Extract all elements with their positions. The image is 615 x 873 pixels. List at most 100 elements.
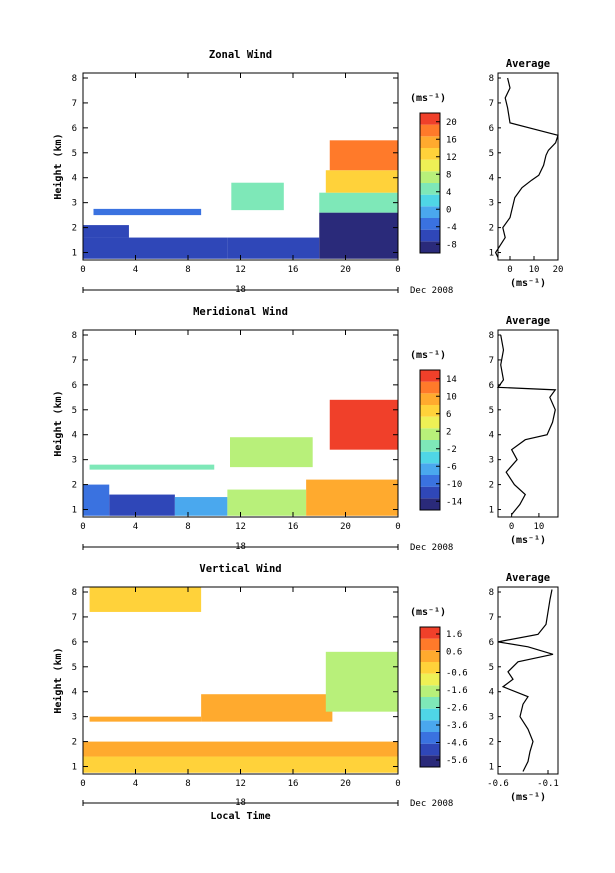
average-y-tick-label: 8 [489,74,494,84]
y-tick-label: 8 [72,588,77,598]
y-tick-label: 5 [72,663,77,673]
average-x-label: (ms⁻¹) [510,792,546,803]
colorbar-segment [420,650,440,662]
heatmap-cell [325,170,398,193]
x-tick-label: 0 [80,779,85,789]
colorbar-segment [420,708,440,721]
y-tick-label: 8 [72,331,77,341]
x-tick-label: 4 [133,522,138,532]
average-y-tick-label: 2 [489,481,494,491]
y-tick-label: 1 [72,763,77,773]
heatmap-cell [83,484,110,516]
y-tick-label: 2 [72,738,77,748]
average-title: Average [506,315,550,327]
y-tick-label: 7 [72,613,77,623]
heatmap-cell [329,399,398,450]
average-y-tick-label: 6 [489,638,494,648]
y-tick-label: 2 [72,481,77,491]
y-tick-label: 4 [72,431,77,441]
colorbar-segment [420,136,440,148]
date-label: Dec 2008 [410,286,453,296]
y-tick-label: 3 [72,713,77,723]
colorbar-segment [420,475,440,487]
colorbar-tick-label: -0.6 [446,669,468,679]
colorbar-segment [420,685,440,697]
y-tick-label: 7 [72,99,77,109]
x-tick-label: 12 [235,265,246,275]
colorbar-tick-label: 0 [446,205,451,215]
y-tick-label: 4 [72,688,77,698]
x-tick-label: 20 [340,779,351,789]
heatmap-cell [89,464,215,470]
colorbar-unit: (ms⁻¹) [410,93,446,104]
colorbar-tick-label: -1.6 [446,686,468,696]
heatmap-cell [201,694,333,722]
colorbar-frame [419,369,441,511]
heatmap-cell [325,651,398,712]
y-axis-label: Height (km) [52,133,64,199]
average-frame [497,72,559,261]
colorbar-tick-label: -4 [446,223,457,233]
heatmap-cell [174,497,228,516]
average-y-tick-label: 1 [489,763,494,773]
average-x-tick-label: -0.1 [537,779,559,789]
average-y-tick-label: 3 [489,456,494,466]
y-tick-label: 4 [72,174,77,184]
y-axis-label: Height (km) [52,647,64,713]
colorbar-tick-label: 12 [446,153,457,163]
colorbar-tick-label: 14 [446,375,457,385]
colorbar-segment [420,662,440,674]
colorbar-segment [420,638,440,651]
colorbar-segment [420,405,440,417]
colorbar-segment [420,393,440,405]
y-axis-label: Height (km) [52,390,64,456]
colorbar-segment [420,498,440,510]
colorbar-segment [420,451,440,464]
average-y-tick-label: 7 [489,613,494,623]
y-tick-label: 7 [72,356,77,366]
average-y-tick-label: 5 [489,663,494,673]
colorbar-tick-label: -4.6 [446,739,468,749]
heatmap-cell [109,494,175,516]
colorbar-frame [419,112,441,254]
average-y-tick-label: 7 [489,99,494,109]
heatmap-cell [83,741,398,757]
colorbar-tick-label: -3.6 [446,721,468,731]
panel-title: Zonal Wind [209,49,272,61]
day-label: 18 [235,798,246,808]
average-title: Average [506,572,550,584]
panel-title: Vertical Wind [199,563,281,575]
heatmap-cell [89,587,202,612]
average-y-tick-label: 7 [489,356,494,366]
day-label: 18 [235,285,246,295]
heatmap-layer [83,140,398,259]
colorbar-unit: (ms⁻¹) [410,607,446,618]
y-tick-label: 6 [72,381,77,391]
y-tick-label: 6 [72,124,77,134]
x-tick-label: 20 [340,265,351,275]
x-tick-label: 0 [395,522,400,532]
date-label: Dec 2008 [410,543,453,553]
y-tick-label: 5 [72,149,77,159]
heatmap-cell [83,225,129,238]
heatmap-cell [231,182,284,211]
colorbar-segment [420,697,440,709]
x-tick-label: 16 [288,522,299,532]
colorbar-segment [420,241,440,253]
average-title: Average [506,58,550,70]
x-tick-label: 12 [235,522,246,532]
date-label: Dec 2008 [410,799,453,809]
average-y-tick-label: 5 [489,149,494,159]
colorbar-frame [419,626,441,768]
colorbar-tick-label: 1.6 [446,630,462,640]
y-tick-label: 8 [72,74,77,84]
colorbar-tick-label: 16 [446,135,457,145]
colorbar-tick-label: -10 [446,480,462,490]
average-frame [497,586,559,775]
colorbar-segment [420,183,440,195]
average-x-tick-label: 10 [529,265,540,275]
colorbar-tick-label: 4 [446,188,451,198]
colorbar-segment [420,755,440,767]
average-x-label: (ms⁻¹) [510,278,546,289]
panel-title: Meridional Wind [193,306,288,318]
